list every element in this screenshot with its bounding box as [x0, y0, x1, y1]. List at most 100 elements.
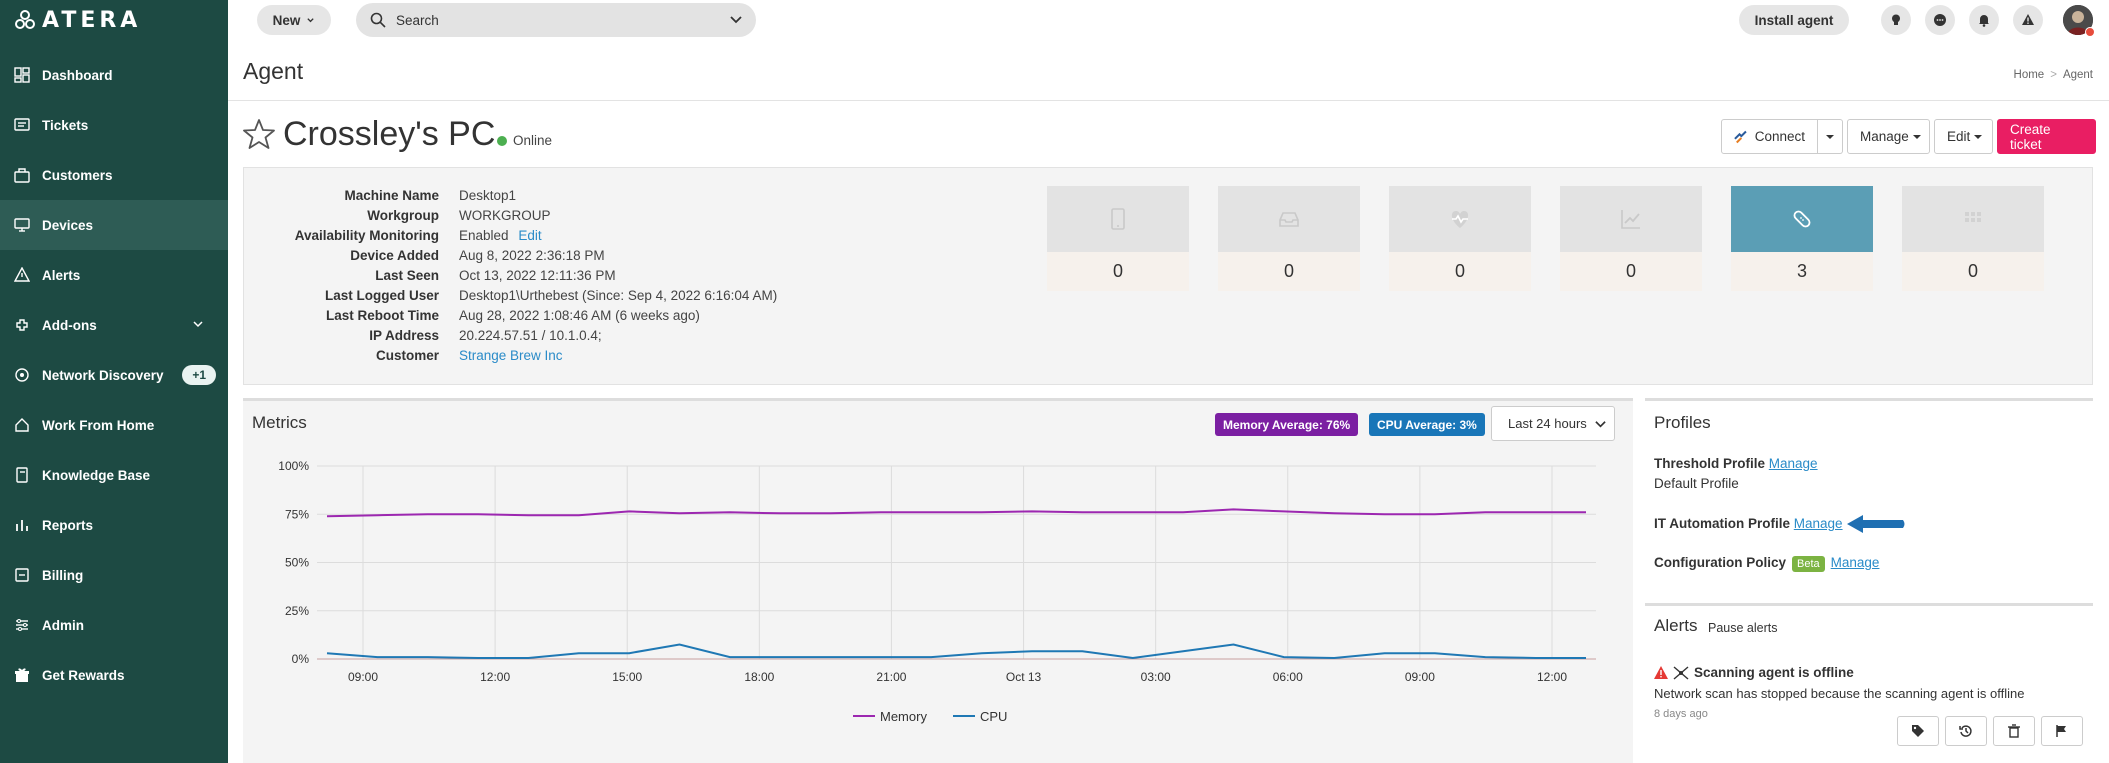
chevron-down-icon[interactable] [730, 14, 742, 26]
info-value: Oct 13, 2022 12:11:36 PM [459, 268, 616, 283]
tag-alert-button[interactable] [1897, 716, 1939, 746]
metrics-panel: Metrics Memory Average: 76% CPU Average:… [243, 398, 1633, 763]
network-badge: +1 [182, 365, 216, 385]
create-ticket-button[interactable]: Create ticket [1997, 119, 2096, 154]
sidebar-item-tickets[interactable]: Tickets [0, 100, 228, 150]
default-profile-link[interactable]: Default Profile [1654, 476, 1739, 491]
new-button-label: New [272, 12, 301, 28]
sidebar-item-alerts[interactable]: Alerts [0, 250, 228, 300]
sidebar-item-label: Customers [42, 167, 113, 183]
customer-link[interactable]: Strange Brew Inc [459, 348, 563, 363]
pause-alerts-link[interactable]: Pause alerts [1708, 621, 1778, 635]
automation-manage-link[interactable]: Manage [1793, 516, 1843, 531]
sidebar-item-reports[interactable]: Reports [0, 500, 228, 550]
x-tick-label: 09:00 [348, 670, 378, 684]
connect-button[interactable]: Connect [1721, 119, 1818, 154]
top-bar: New Search Install agent [228, 0, 2109, 40]
sidebar-item-label: Reports [42, 517, 94, 533]
threshold-manage-link[interactable]: Manage [1768, 456, 1818, 471]
brand-logo[interactable]: ATERA [14, 8, 141, 33]
snooze-alert-button[interactable] [1945, 716, 1987, 746]
knowledge-icon [16, 467, 28, 483]
sidebar-item-label: Dashboard [42, 67, 113, 83]
annotation-arrow-icon [1847, 515, 1905, 533]
x-tick-label: 09:00 [1405, 670, 1435, 684]
tile-icon-area [1047, 186, 1189, 252]
info-value: Aug 8, 2022 2:36:18 PM [459, 248, 605, 263]
breadcrumb-home[interactable]: Home [2013, 69, 2045, 81]
network-scan-icon [1673, 665, 1689, 680]
configuration-policy-row: Configuration Policy Beta Manage [1654, 555, 1879, 572]
x-tick-label: 12:00 [480, 670, 510, 684]
sidebar-item-addons[interactable]: Add-ons [0, 300, 228, 350]
sidebar-item-label: Admin [42, 617, 84, 633]
action-bar: Connect Manage Edit Create ticket [1721, 119, 2096, 154]
sidebar-item-knowledge-base[interactable]: Knowledge Base [0, 450, 228, 500]
sidebar-item-dashboard[interactable]: Dashboard [0, 50, 228, 100]
connect-dropdown-button[interactable] [1818, 119, 1843, 154]
tile-performance[interactable]: 0 [1560, 186, 1702, 291]
sidebar-item-customers[interactable]: Customers [0, 150, 228, 200]
sidebar-item-admin[interactable]: Admin [0, 600, 228, 650]
sidebar-nav: Dashboard Tickets Customers Devices Aler… [0, 50, 228, 700]
tile-patches[interactable]: 3 [1731, 186, 1873, 291]
search-input[interactable]: Search [356, 3, 756, 37]
sidebar-item-label: Network Discovery [42, 367, 164, 383]
tile-icon-area [1731, 186, 1873, 252]
addons-icon [16, 319, 28, 331]
tile-value: 3 [1731, 252, 1873, 291]
tile-inbox[interactable]: 0 [1218, 186, 1360, 291]
tile-icon-area [1389, 186, 1531, 252]
threshold-label: Threshold Profile [1654, 456, 1766, 471]
chat-button[interactable] [1925, 5, 1955, 35]
tile-icon-area [1218, 186, 1360, 252]
availability-edit-link[interactable]: Edit [518, 228, 542, 243]
lightbulb-button[interactable] [1881, 5, 1911, 35]
edit-button[interactable]: Edit [1934, 119, 1993, 154]
legend-label: CPU [980, 709, 1007, 724]
cpu-average-badge: CPU Average: 3% [1369, 413, 1485, 436]
edit-label: Edit [1947, 129, 1971, 144]
time-range-value: Last 24 hours [1508, 416, 1587, 431]
manage-button[interactable]: Manage [1847, 119, 1930, 154]
flag-alert-button[interactable] [2041, 716, 2083, 746]
install-agent-button[interactable]: Install agent [1739, 5, 1849, 35]
history-icon [1959, 725, 1972, 737]
admin-icon [16, 619, 28, 631]
status-dot [2085, 27, 2095, 37]
tile-apps[interactable]: 0 [1902, 186, 2044, 291]
notifications-button[interactable] [1969, 5, 1999, 35]
new-button[interactable]: New [257, 5, 331, 35]
y-tick-label: 75% [285, 507, 309, 521]
time-range-select[interactable]: Last 24 hours [1491, 406, 1615, 441]
series-line-memory [326, 508, 1586, 518]
warning-button[interactable] [2013, 5, 2043, 35]
home-icon [15, 418, 29, 432]
info-value: Desktop1 [459, 188, 517, 203]
connect-label: Connect [1754, 129, 1805, 144]
tile-value: 0 [1047, 252, 1189, 291]
sidebar-item-devices[interactable]: Devices [0, 200, 228, 250]
sidebar-item-label: Tickets [42, 117, 89, 133]
tile-heartbeat[interactable]: 0 [1389, 186, 1531, 291]
config-manage-link[interactable]: Manage [1830, 555, 1880, 570]
connect-icon [1734, 130, 1747, 143]
delete-alert-button[interactable] [1993, 716, 2035, 746]
search-icon [370, 12, 386, 28]
tile-tablet[interactable]: 0 [1047, 186, 1189, 291]
info-label: Device Added [350, 248, 439, 263]
alert-title: Scanning agent is offline [1694, 665, 1854, 680]
tickets-icon [14, 118, 30, 131]
x-tick-label: Oct 13 [1006, 670, 1042, 684]
sidebar-item-network-discovery[interactable]: Network Discovery +1 [0, 350, 228, 400]
sidebar-item-work-from-home[interactable]: Work From Home [0, 400, 228, 450]
sidebar-item-billing[interactable]: Billing [0, 550, 228, 600]
legend-label: Memory [880, 709, 927, 724]
sidebar-item-get-rewards[interactable]: Get Rewards [0, 650, 228, 700]
favorite-star-icon[interactable] [243, 118, 275, 150]
tile-value: 0 [1218, 252, 1360, 291]
sidebar-item-label: Devices [42, 217, 94, 233]
patch-icon [1793, 210, 1811, 228]
alert-actions [1897, 716, 2083, 746]
warning-icon [2022, 14, 2034, 25]
